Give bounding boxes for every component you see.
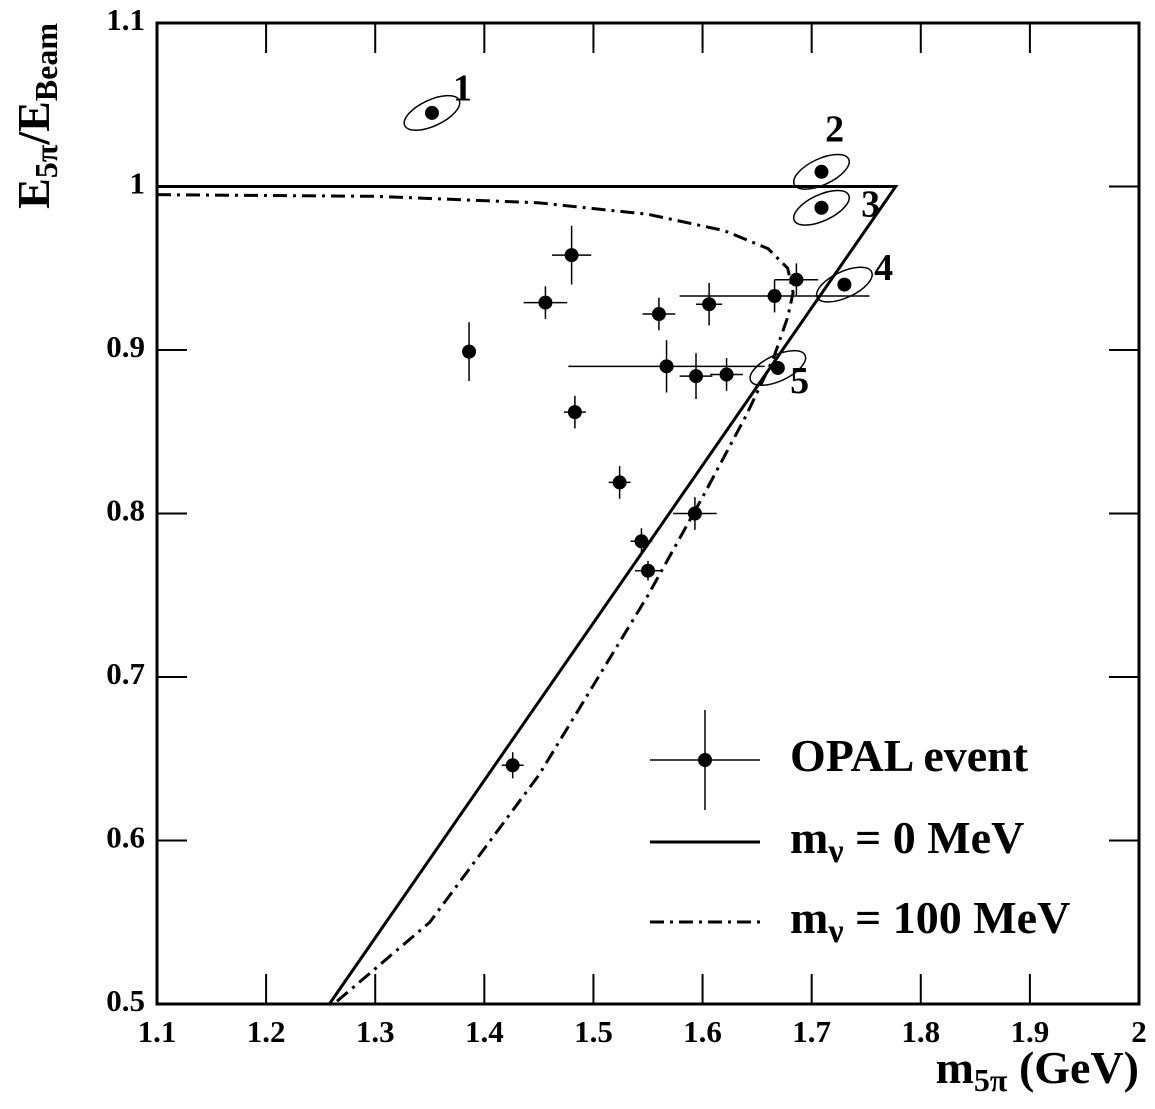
x-tick-label: 1.1	[138, 1014, 177, 1049]
y-tick-label: 0.6	[106, 820, 145, 855]
y-tick-label: 0.9	[106, 329, 145, 364]
point	[814, 164, 829, 179]
x-tick-label: 1.5	[574, 1014, 613, 1049]
legend-marker	[698, 753, 712, 767]
x-tick-label: 1.8	[901, 1014, 940, 1049]
annotation-ellipse	[403, 94, 461, 131]
y-tick-label: 1.1	[106, 2, 145, 37]
point	[612, 475, 627, 490]
annotation: 3	[861, 183, 880, 225]
label-part: = 0 MeV	[844, 812, 1025, 863]
point	[719, 367, 734, 382]
label-part: m	[936, 1042, 974, 1093]
subscript: 5π	[28, 144, 64, 178]
point	[634, 534, 649, 549]
label-part: m	[790, 812, 828, 863]
subscript: 5π	[974, 1062, 1008, 1098]
label-part: (GeV)	[1007, 1042, 1139, 1093]
legend-label: mν = 0 MeV	[790, 812, 1024, 870]
annotation: 1	[453, 67, 472, 109]
point	[462, 344, 477, 359]
label-part: = 100 MeV	[844, 892, 1071, 943]
point	[564, 248, 579, 263]
label-part: OPAL event	[790, 730, 1029, 781]
x-tick-label: 2	[1131, 1014, 1147, 1049]
y-tick-label: 0.5	[106, 983, 145, 1018]
annotation: 5	[790, 360, 809, 402]
point	[767, 289, 782, 304]
legend-label: OPAL event	[790, 730, 1029, 781]
annotation-ellipse	[792, 153, 850, 190]
y-tick-label: 1	[130, 166, 146, 201]
y-tick-label: 0.8	[106, 493, 145, 528]
point	[689, 369, 704, 384]
x-tick-label: 1.9	[1011, 1014, 1050, 1049]
subscript: ν	[827, 913, 843, 950]
label-part: E	[8, 178, 59, 209]
point	[538, 295, 553, 310]
point	[702, 297, 717, 312]
x-tick-label: 1.2	[247, 1014, 286, 1049]
point	[641, 563, 655, 578]
point	[567, 405, 582, 420]
annotation: 2	[825, 108, 844, 150]
line	[157, 185, 899, 1005]
subscript: ν	[827, 833, 843, 870]
annotation-ellipse	[749, 349, 807, 387]
annotation: 4	[874, 247, 893, 289]
x-tick-label: 1.7	[792, 1014, 831, 1049]
subscript: Beam	[28, 23, 64, 102]
point	[659, 359, 674, 374]
point	[651, 307, 666, 322]
point	[814, 200, 829, 215]
x-axis-label: m5π (GeV)	[936, 1042, 1139, 1099]
point	[424, 105, 439, 120]
point	[505, 758, 520, 773]
label-part: /E	[8, 101, 59, 145]
y-tick-label: 0.7	[106, 656, 145, 691]
x-tick-label: 1.6	[683, 1014, 722, 1049]
annotation-ellipse	[815, 266, 873, 303]
point	[837, 277, 852, 292]
label-part: m	[790, 892, 828, 943]
legend-label: mν = 100 MeV	[790, 892, 1070, 950]
line	[156, 193, 795, 1006]
annotation-ellipse	[792, 189, 850, 226]
point	[770, 360, 785, 375]
x-tick-label: 1.4	[465, 1014, 504, 1049]
point	[789, 272, 804, 287]
x-tick-label: 1.3	[356, 1014, 395, 1049]
y-axis-label: E5π/EBeam	[8, 23, 65, 209]
